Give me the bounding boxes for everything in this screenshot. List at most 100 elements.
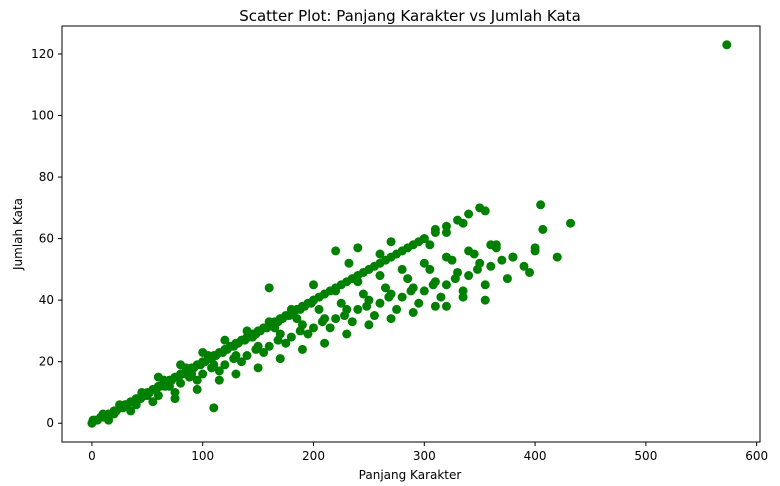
- scatter-point: [229, 354, 239, 364]
- scatter-point: [242, 351, 252, 361]
- scatter-point: [184, 372, 194, 382]
- scatter-point: [214, 375, 224, 385]
- scatter-point: [160, 381, 170, 391]
- scatter-point: [353, 304, 363, 314]
- scatter-point: [480, 280, 490, 290]
- x-tick-label: 400: [524, 449, 547, 463]
- scatter-point: [192, 375, 202, 385]
- scatter-point: [170, 387, 180, 397]
- scatter-point: [419, 258, 429, 268]
- scatter-point: [297, 344, 307, 354]
- scatter-point: [381, 283, 391, 293]
- scatter-point: [384, 292, 394, 302]
- y-axis: 0 20 40 60 80 100 120: [31, 47, 62, 430]
- chart-title: Scatter Plot: Panjang Karakter vs Jumlah…: [239, 7, 581, 25]
- scatter-point: [214, 366, 224, 376]
- y-tick-label: 80: [39, 170, 54, 184]
- scatter-point: [126, 406, 136, 416]
- scatter-point: [115, 400, 125, 410]
- scatter-point: [317, 317, 327, 327]
- scatter-point: [331, 246, 341, 256]
- scatter-point: [281, 338, 291, 348]
- scatter-point: [441, 301, 451, 311]
- scatter-point: [722, 40, 732, 50]
- scatter-point: [536, 200, 546, 210]
- scatter-point: [397, 292, 407, 302]
- scatter-point: [375, 249, 385, 259]
- scatter-point: [508, 252, 518, 262]
- scatter-point: [231, 369, 241, 379]
- scatter-point: [408, 307, 418, 317]
- scatter-point: [242, 326, 252, 336]
- scatter-point: [325, 323, 335, 333]
- scatter-point: [236, 357, 246, 367]
- x-tick-label: 300: [413, 449, 436, 463]
- scatter-point: [320, 338, 330, 348]
- scatter-point: [397, 264, 407, 274]
- x-tick-label: 600: [745, 449, 768, 463]
- scatter-point: [176, 378, 186, 388]
- scatter-point: [441, 227, 451, 237]
- scatter-point: [264, 341, 274, 351]
- scatter-point: [286, 332, 296, 342]
- scatter-point: [386, 237, 396, 247]
- scatter-point: [362, 301, 372, 311]
- scatter-point: [98, 409, 108, 419]
- scatter-point: [314, 304, 324, 314]
- x-axis-label: Panjang Karakter: [359, 468, 462, 482]
- y-axis-label: Jumlah Kata: [11, 198, 25, 271]
- scatter-point: [331, 286, 341, 296]
- scatter-point: [450, 274, 460, 284]
- scatter-point: [253, 363, 263, 373]
- scatter-point: [209, 403, 219, 413]
- scatter-point: [428, 280, 438, 290]
- scatter-point: [153, 372, 163, 382]
- scatter-point: [369, 311, 379, 321]
- scatter-point: [458, 286, 468, 296]
- scatter-point: [519, 261, 529, 271]
- scatter-point: [566, 218, 576, 228]
- scatter-point: [153, 391, 163, 401]
- scatter-point: [148, 397, 158, 407]
- scatter-point: [392, 304, 402, 314]
- scatter-point: [375, 271, 385, 281]
- scatter-point: [419, 234, 429, 244]
- scatter-point: [136, 394, 146, 404]
- scatter-point: [430, 301, 440, 311]
- scatter-point: [358, 289, 368, 299]
- x-tick-label: 100: [191, 449, 214, 463]
- scatter-point: [464, 246, 474, 256]
- scatter-point: [458, 218, 468, 228]
- scatter-point: [430, 224, 440, 234]
- scatter-point: [340, 311, 350, 321]
- x-tick-label: 0: [88, 449, 96, 463]
- scatter-point: [403, 274, 413, 284]
- x-tick-label: 500: [634, 449, 657, 463]
- scatter-point: [331, 314, 341, 324]
- plot-area: [87, 40, 732, 428]
- scatter-point: [353, 243, 363, 253]
- scatter-point: [309, 295, 319, 305]
- scatter-point: [104, 415, 114, 425]
- scatter-point: [309, 280, 319, 290]
- scatter-point: [353, 277, 363, 287]
- scatter-point: [419, 286, 429, 296]
- scatter-point: [458, 292, 468, 302]
- scatter-point: [286, 304, 296, 314]
- scatter-point: [441, 280, 451, 290]
- scatter-point: [472, 264, 482, 274]
- scatter-point: [270, 323, 280, 333]
- x-tick-label: 200: [302, 449, 325, 463]
- scatter-point: [176, 360, 186, 370]
- y-tick-label: 40: [39, 293, 54, 307]
- y-tick-label: 0: [46, 416, 54, 430]
- scatter-point: [364, 320, 374, 330]
- scatter-point: [275, 354, 285, 364]
- scatter-point: [464, 209, 474, 219]
- scatter-point: [170, 394, 180, 404]
- scatter-point: [406, 286, 416, 296]
- scatter-point: [292, 314, 302, 324]
- scatter-point: [109, 409, 119, 419]
- y-tick-label: 120: [31, 47, 54, 61]
